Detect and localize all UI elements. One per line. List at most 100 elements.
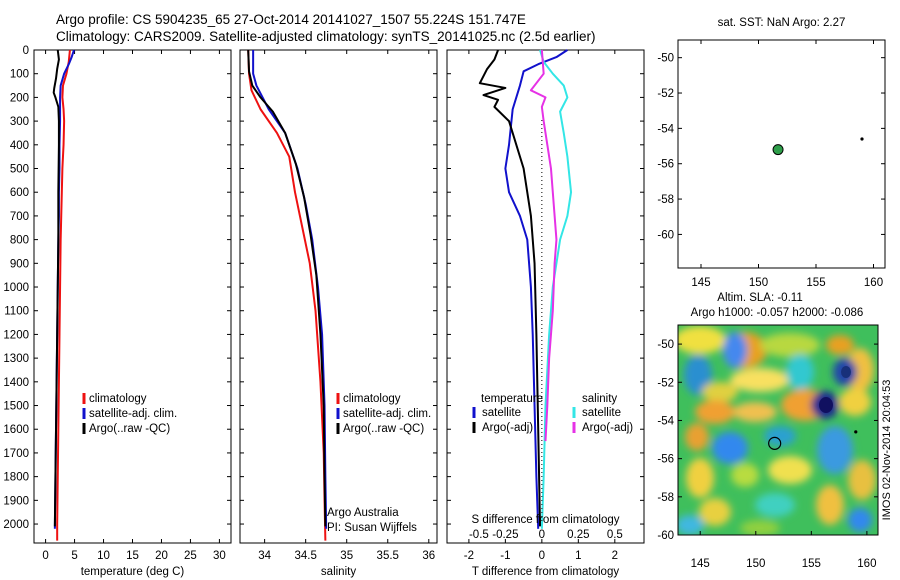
depth-tick-label: 1200 — [3, 329, 29, 341]
sst-map-title: sat. SST: NaN Argo: 2.27 — [718, 17, 846, 29]
sla-map-frame — [677, 324, 879, 536]
sst-map-ytick-label: -56 — [657, 159, 674, 171]
sla-map-ytick-label: -58 — [657, 492, 674, 504]
difference-top-xtick-label: 0.5 — [607, 529, 623, 541]
sst-map-ytick-label: -50 — [657, 53, 674, 65]
sla-anomaly-patch — [678, 515, 704, 535]
salinity-profile-xtick-label: 35.5 — [377, 550, 399, 562]
sst-map-ytick-label: -54 — [657, 123, 674, 135]
sla-anomaly-patch — [712, 432, 748, 464]
salinity-profile-xtick-label: 34.5 — [294, 550, 316, 562]
difference-top-xlabel: S difference from climatology — [471, 514, 619, 526]
salinity-profile-legend-label: Argo(..raw -QC) — [343, 423, 424, 435]
temperature-profile-xtick-label: 5 — [71, 550, 77, 562]
sla-anomaly-patch — [816, 485, 844, 525]
imos-timestamp: IMOS 02-Nov-2014 20:04:53 — [881, 380, 893, 521]
difference-top-xtick-label: -0.25 — [492, 529, 518, 541]
depth-tick-label: 200 — [10, 92, 29, 104]
difference-profile-frame — [446, 49, 645, 544]
sla-map-coast-dot — [854, 430, 858, 434]
difference-legend-label: Argo(-adj) — [582, 422, 633, 434]
sst-map-ytick-label: -52 — [657, 88, 674, 100]
sla-map-title-line1: Altim. SLA: -0.11 — [717, 292, 802, 304]
depth-tick-label: 0 — [23, 45, 29, 57]
depth-tick-label: 2000 — [3, 519, 29, 531]
depth-tick-label: 500 — [10, 164, 29, 176]
sst-map-frame — [677, 39, 886, 269]
sla-anomaly-patch — [826, 335, 854, 355]
annotation-pi-name: PI: Susan Wijffels — [327, 522, 417, 534]
temperature-profile-legend-label: satellite-adj. clim. — [89, 408, 177, 420]
sst-map-ytick-label: -60 — [657, 229, 674, 241]
temperature-profile-xtick-label: 30 — [213, 550, 226, 562]
sla-anomaly-patch — [686, 458, 714, 498]
temperature-profile-series-climatology — [56, 49, 71, 541]
depth-tick-label: 100 — [10, 69, 29, 81]
sla-anomaly-patch — [702, 382, 738, 402]
page-title-line2: Climatology: CARS2009. Satellite-adjuste… — [56, 29, 596, 44]
salinity-profile-xtick-label: 36 — [422, 550, 435, 562]
sla-anomaly-patch — [768, 456, 812, 484]
depth-tick-label: 400 — [10, 140, 29, 152]
sla-anomaly-patch — [731, 463, 759, 487]
salinity-profile-xtick-label: 34 — [258, 550, 271, 562]
sla-anomaly-patch — [848, 508, 872, 532]
difference-top-xtick-label: 0 — [539, 529, 545, 541]
depth-tick-label: 900 — [10, 258, 29, 270]
difference-legend-title-temperature: temperature — [481, 393, 543, 405]
page-title-line1: Argo profile: CS 5904235_65 27-Oct-2014 … — [56, 12, 526, 27]
sla-anomaly-patch — [678, 326, 726, 354]
sla-anomaly-patch — [786, 354, 814, 390]
depth-tick-label: 800 — [10, 235, 29, 247]
sla-map-title-line2: Argo h1000: -0.057 h2000: -0.086 — [691, 307, 864, 319]
sla-map-xtick-label: 160 — [857, 558, 876, 570]
sla-map-ytick-label: -60 — [657, 530, 674, 542]
temperature-profile-frame — [33, 49, 232, 544]
salinity-profile-frame — [239, 49, 438, 544]
temperature-profile-xtick-label: 20 — [155, 550, 168, 562]
difference-profile-xtick-label: 0 — [539, 550, 545, 562]
sst-map-argo-marker — [772, 144, 784, 156]
sla-anomaly-patch — [848, 460, 876, 500]
difference-profile-xlabel: T difference from climatology — [472, 566, 619, 578]
temperature-profile-legend-label: climatology — [89, 393, 147, 405]
temperature-profile-xlabel: temperature (deg C) — [81, 566, 185, 578]
sla-anomaly-patch — [684, 355, 712, 395]
difference-legend-label: Argo(-adj) — [482, 422, 533, 434]
temperature-profile-legend-label: Argo(..raw -QC) — [89, 423, 170, 435]
salinity-profile-xtick-label: 35 — [340, 550, 353, 562]
difference-legend-label: satellite — [482, 407, 521, 419]
sla-anomaly-patch — [730, 368, 790, 392]
sla-anomaly-patch — [740, 520, 780, 535]
difference-profile-series-salinity-argo-adj- — [529, 49, 558, 442]
salinity-profile-series-argo-raw-qc- — [247, 49, 327, 527]
depth-tick-label: 1000 — [3, 282, 29, 294]
sst-map-xtick-label: 145 — [691, 277, 710, 289]
difference-profile-xtick-label: -2 — [464, 550, 474, 562]
salinity-profile-xlabel: salinity — [321, 566, 356, 578]
difference-profile-series-temperature-satellite — [504, 49, 568, 529]
sst-map-xtick-label: 155 — [806, 277, 825, 289]
sla-anomaly-patch — [685, 423, 709, 451]
difference-profile-xtick-label: 1 — [575, 550, 581, 562]
depth-tick-label: 700 — [10, 211, 29, 223]
sla-anomaly-patch — [764, 426, 796, 446]
sla-map-argo-marker — [768, 436, 782, 450]
depth-tick-label: 600 — [10, 187, 29, 199]
temperature-profile-xtick-label: 10 — [97, 550, 110, 562]
temperature-profile-xtick-label: 0 — [42, 550, 48, 562]
sla-map-ytick-label: -50 — [657, 339, 674, 351]
difference-profile-series-temperature-argo-adj- — [478, 49, 542, 527]
sla-anomaly-patch — [755, 493, 795, 517]
sst-map-xtick-label: 160 — [864, 277, 883, 289]
sla-map-ytick-label: -52 — [657, 377, 674, 389]
depth-tick-label: 1900 — [3, 495, 29, 507]
depth-tick-label: 1400 — [3, 377, 29, 389]
difference-profile-xtick-label: 2 — [612, 550, 618, 562]
sla-anomaly-core — [841, 366, 851, 378]
sla-map-ytick-label: -56 — [657, 454, 674, 466]
difference-profile-xtick-label: -1 — [500, 550, 510, 562]
sla-map-anomalies — [678, 326, 876, 535]
difference-legend-title-salinity: salinity — [582, 393, 617, 405]
